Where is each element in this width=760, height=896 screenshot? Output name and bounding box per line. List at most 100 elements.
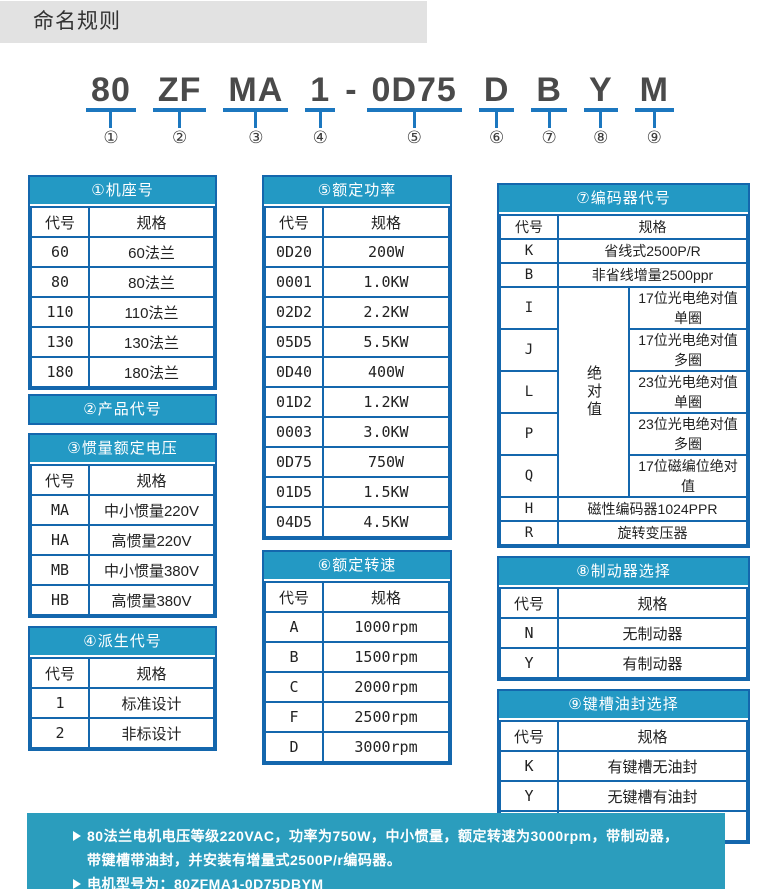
table-frame-size: ①机座号 代号 规格 60 60法兰 80 80法兰 110 110法兰 130 130法兰 180 1… <box>28 175 217 390</box>
spec-table: 代号 规格 60 60法兰 80 80法兰 110 110法兰 130 130法兰 180 180法兰 <box>30 206 215 388</box>
table-row: K 省线式2500P/R <box>499 238 748 264</box>
table-title: ⑤额定功率 <box>264 177 450 206</box>
spec-cell: 磁性编码器1024PPR <box>557 496 748 522</box>
code-cell: B <box>499 262 559 288</box>
spec-cell: 高惯量220V <box>88 524 215 556</box>
table-row: 110 110法兰 <box>30 296 215 328</box>
code-cell: 1 <box>30 687 90 719</box>
code-cell: 0D40 <box>264 356 324 388</box>
spec-cell: 3000rpm <box>322 731 450 763</box>
column-1: ①机座号 代号 规格 60 60法兰 80 80法兰 110 110法兰 130 130法兰 180 1… <box>28 175 217 751</box>
code-cell: K <box>499 750 559 782</box>
table-row: C 2000rpm <box>264 671 450 703</box>
code-cell: C <box>264 671 324 703</box>
circled-number: ② <box>172 128 188 147</box>
code-cell: I <box>499 286 559 330</box>
spec-cell: 17位光电绝对值单圈 <box>628 286 748 330</box>
note-text: 80法兰电机电压等级220VAC，功率为750W，中小惯量，额定转速为3000r… <box>87 828 679 844</box>
table-row: 80 80法兰 <box>30 266 215 298</box>
model-segment-③: MA ③ <box>223 72 289 146</box>
table-row: P 23位光电绝对值多圈 <box>499 412 748 456</box>
spec-cell: 130法兰 <box>88 326 215 358</box>
page-title: 命名规则 <box>0 1 427 43</box>
table-row: 1 标准设计 <box>30 687 215 719</box>
code-cell: 60 <box>30 236 90 268</box>
column-header-spec: 规格 <box>322 206 450 238</box>
code-cell: HB <box>30 584 90 616</box>
spec-cell: 23位光电绝对值多圈 <box>628 412 748 456</box>
column-header-code: 代号 <box>499 214 559 240</box>
column-header-code: 代号 <box>499 587 559 619</box>
pointer-line-icon <box>599 112 603 128</box>
pointer-line-icon <box>254 112 258 128</box>
table-row: HB 高惯量380V <box>30 584 215 616</box>
spec-cell: 旋转变压器 <box>557 520 748 546</box>
table-row: 0D75 750W <box>264 446 450 478</box>
table-row: L 23位光电绝对值单圈 <box>499 370 748 414</box>
code-cell: 0D75 <box>264 446 324 478</box>
spec-cell: 1500rpm <box>322 641 450 673</box>
code-cell: 01D5 <box>264 476 324 508</box>
pointer-line-icon <box>318 112 322 128</box>
code-cell: 04D5 <box>264 506 324 538</box>
table-derived-code: ④派生代号 代号 规格 1 标准设计 2 非标设计 <box>28 626 217 751</box>
column-header-spec: 规格 <box>88 657 215 689</box>
table-title: ③惯量额定电压 <box>30 435 215 464</box>
table-row: 60 60法兰 <box>30 236 215 268</box>
table-row: K 有键槽无油封 <box>499 750 748 782</box>
spec-cell: 2.2KW <box>322 296 450 328</box>
circled-number: ④ <box>312 128 328 147</box>
table-row: B 非省线增量2500ppr <box>499 262 748 288</box>
pointer-line-icon <box>109 112 113 128</box>
model-code: ZF <box>152 72 207 112</box>
arrow-triangle-icon <box>73 879 81 889</box>
column-header-code: 代号 <box>264 581 324 613</box>
circled-number: ⑤ <box>406 128 422 147</box>
spec-table: 代号 规格 0D20 200W 0001 1.0KW 02D2 2.2KW 05D5 5.5KW 0… <box>264 206 450 538</box>
table-rated-power: ⑤额定功率 代号 规格 0D20 200W 0001 1.0KW 02D2 2.2KW 05D5 5… <box>262 175 452 540</box>
table-row: I 绝对值 17位光电绝对值单圈 <box>499 286 748 498</box>
code-cell: HA <box>30 524 90 556</box>
arrow-bullet-icon <box>73 872 87 896</box>
model-code: 1 <box>305 72 336 112</box>
table-row: A 1000rpm <box>264 611 450 643</box>
spec-table: 代号 规格 K 省线式2500P/R B 非省线增量2500ppr I 绝对值 17位光电绝对值… <box>499 214 748 546</box>
table-title: ⑨键槽油封选择 <box>499 691 748 720</box>
spec-cell: 3.0KW <box>322 416 450 448</box>
circled-number: ⑨ <box>646 128 662 147</box>
circled-number: ⑦ <box>541 128 557 147</box>
table-title: ②产品代号 <box>30 396 215 423</box>
spec-cell: 中小惯量220V <box>88 494 215 526</box>
note-text: 电机型号为：80ZFMA1-0D75DBYM <box>87 876 324 892</box>
spec-cell: 1.5KW <box>322 476 450 508</box>
spec-cell: 非省线增量2500ppr <box>557 262 748 288</box>
arrow-bullet-icon <box>73 824 87 848</box>
bullet-spacer <box>73 848 87 872</box>
table-title: ⑦编码器代号 <box>499 185 748 214</box>
code-cell: 110 <box>30 296 90 328</box>
table-encoder-code: ⑦编码器代号 代号 规格 K 省线式2500P/R B 非省线增量2500ppr I 绝对值 17… <box>497 183 750 548</box>
spec-cell: 17位光电绝对值多圈 <box>628 328 748 372</box>
code-cell: B <box>264 641 324 673</box>
spec-cell: 80法兰 <box>88 266 215 298</box>
spec-cell: 标准设计 <box>88 687 215 719</box>
table-row: 180 180法兰 <box>30 356 215 388</box>
spec-cell: 2000rpm <box>322 671 450 703</box>
table-row: 04D5 4.5KW <box>264 506 450 538</box>
code-cell: F <box>264 701 324 733</box>
code-cell: Y <box>499 780 559 812</box>
column-header-code: 代号 <box>30 206 90 238</box>
group-label-cell: 绝对值 <box>557 286 630 498</box>
model-code: D <box>478 72 515 112</box>
spec-cell: 有制动器 <box>557 647 748 679</box>
table-row: 2 非标设计 <box>30 717 215 749</box>
code-cell: H <box>499 496 559 522</box>
table-row: 0D20 200W <box>264 236 450 268</box>
spec-cell: 200W <box>322 236 450 268</box>
code-cell: D <box>264 731 324 763</box>
spec-table: 代号 规格 N 无制动器 Y 有制动器 <box>499 587 748 679</box>
pointer-line-icon <box>178 112 182 128</box>
spec-table: 代号 规格 A 1000rpm B 1500rpm C 2000rpm F 2500rpm D 300… <box>264 581 450 763</box>
